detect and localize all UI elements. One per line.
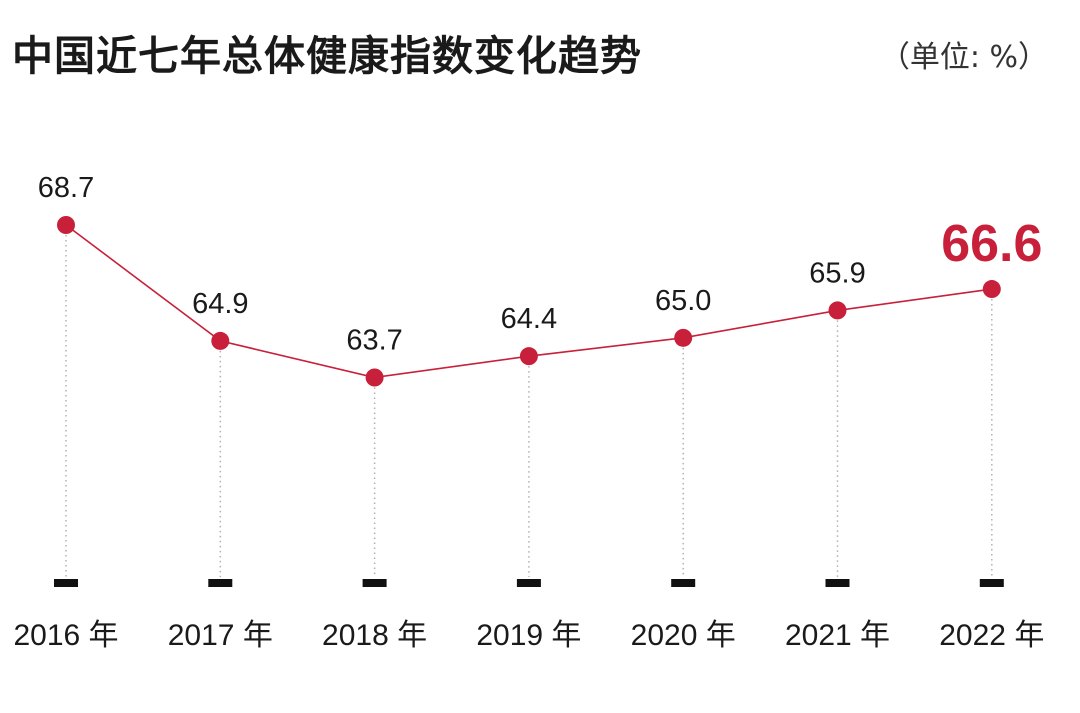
- chart-title: 中国近七年总体健康指数变化趋势: [12, 32, 642, 80]
- data-label: 66.6: [941, 215, 1042, 273]
- data-point[interactable]: [519, 347, 538, 366]
- data-point[interactable]: [828, 301, 847, 320]
- data-label: 65.0: [655, 285, 711, 317]
- data-label: 64.4: [501, 303, 557, 335]
- data-point[interactable]: [674, 328, 693, 347]
- unit-label: （单位: %）: [879, 40, 1048, 75]
- x-tick-label: 2018 年: [322, 619, 427, 652]
- data-point[interactable]: [982, 280, 1001, 299]
- data-point[interactable]: [57, 216, 75, 234]
- x-tick-label: 2021 年: [785, 619, 890, 652]
- baseline-tick: [825, 579, 850, 587]
- x-tick-label: 2017 年: [168, 619, 273, 652]
- baseline-tick: [54, 579, 78, 587]
- x-tick-label: 2016 年: [13, 619, 118, 652]
- baseline-tick: [671, 579, 696, 587]
- baseline-tick: [208, 579, 233, 587]
- x-tick-label: 2022 年: [939, 619, 1044, 652]
- data-label: 64.9: [192, 288, 248, 320]
- x-tick-label: 2020 年: [631, 619, 736, 652]
- data-point[interactable]: [211, 331, 230, 350]
- baseline-tick: [979, 579, 1004, 587]
- x-tick-label: 2019 年: [476, 619, 581, 652]
- baseline-tick: [516, 579, 541, 587]
- baseline-tick: [362, 579, 387, 587]
- data-label: 68.7: [38, 172, 94, 204]
- data-label: 63.7: [346, 325, 402, 357]
- data-point[interactable]: [365, 368, 384, 387]
- data-label: 65.9: [809, 257, 865, 289]
